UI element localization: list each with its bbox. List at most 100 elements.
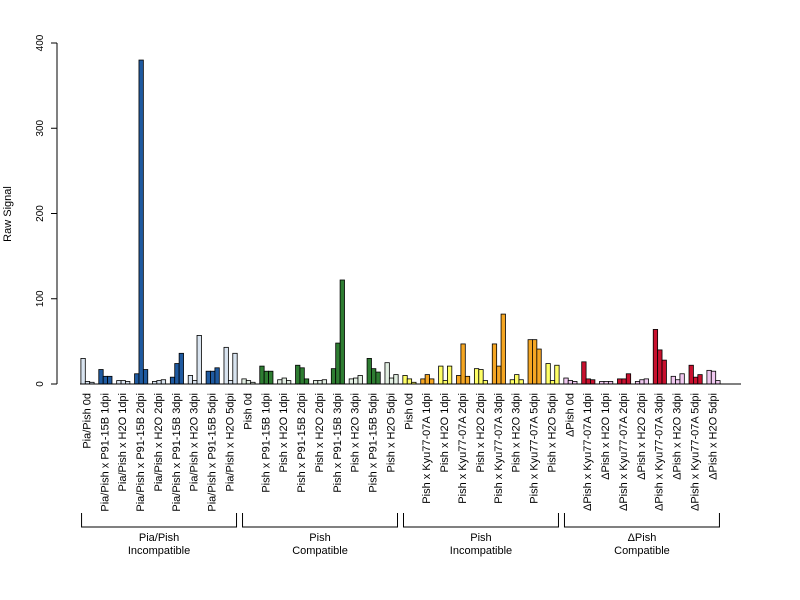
category-label: Pia/Pish x H2O 2dpi bbox=[153, 393, 165, 491]
bar bbox=[281, 377, 287, 385]
group-bracket bbox=[81, 513, 238, 528]
bar bbox=[438, 365, 444, 385]
y-tick-label: 400 bbox=[35, 34, 46, 51]
bar bbox=[384, 362, 390, 385]
category-labels: Pia/Pish 0d Pia/Pish x P91-15B 1dpi Pia/Pi… bbox=[81, 393, 719, 512]
bar bbox=[335, 342, 341, 385]
category-label: Pish x P91-15B 5dpi bbox=[368, 393, 380, 493]
bar bbox=[174, 363, 180, 385]
group-sublabel: Incompatible bbox=[128, 545, 190, 557]
group-label: ΔPish bbox=[628, 532, 657, 544]
bar bbox=[675, 379, 681, 385]
category-label: Pish x H2O 1dpi bbox=[278, 393, 290, 472]
bar bbox=[518, 379, 524, 385]
bar bbox=[214, 367, 220, 385]
category-label: Pish x Kyu77-07A 5dpi bbox=[529, 393, 541, 504]
bar bbox=[259, 365, 265, 385]
y-tick-label: 200 bbox=[35, 205, 46, 222]
bar bbox=[478, 369, 484, 385]
category-label: Pish x Kyu77-07A 2dpi bbox=[457, 393, 469, 504]
bar bbox=[299, 367, 305, 385]
bar bbox=[563, 377, 569, 385]
bar bbox=[210, 370, 216, 385]
bar bbox=[277, 379, 283, 385]
bar bbox=[393, 374, 399, 385]
category-label: Pish x Kyu77-07A 3dpi bbox=[493, 393, 505, 504]
category-label: Pish x H2O 5dpi bbox=[546, 393, 558, 472]
category-label: Pish x H2O 2dpi bbox=[475, 393, 487, 472]
bar bbox=[625, 373, 632, 385]
bar bbox=[223, 346, 229, 385]
bar bbox=[375, 371, 381, 385]
bar bbox=[657, 349, 663, 385]
category-label: Pish x H2O 3dpi bbox=[350, 393, 362, 472]
bar bbox=[406, 378, 413, 385]
bar bbox=[142, 369, 149, 385]
bar bbox=[402, 375, 408, 385]
bar bbox=[241, 378, 247, 385]
category-label: ΔPish x H2O 3dpi bbox=[672, 393, 684, 480]
bar bbox=[102, 375, 108, 385]
bar bbox=[549, 380, 556, 385]
bar bbox=[514, 374, 520, 385]
category-label: Pia/Pish x H2O 5dpi bbox=[224, 393, 236, 491]
bar bbox=[688, 364, 694, 385]
category-label: Pish x P91-15B 1dpi bbox=[260, 393, 272, 493]
bar bbox=[473, 368, 480, 385]
bar bbox=[585, 378, 591, 385]
bar bbox=[366, 358, 372, 385]
y-tick-label: 0 bbox=[35, 381, 46, 387]
category-label: ΔPish 0d bbox=[564, 393, 576, 437]
category-label: Pia/Pish x H2O 1dpi bbox=[117, 393, 129, 491]
group-label: Pish bbox=[470, 532, 491, 544]
category-label: Pish 0d bbox=[242, 393, 254, 430]
bar bbox=[581, 361, 587, 385]
group-bracket bbox=[563, 513, 720, 528]
category-label: Pish x Kyu77-07A 1dpi bbox=[421, 393, 433, 504]
y-axis-label: Raw Signal bbox=[2, 186, 14, 242]
bar bbox=[317, 380, 323, 385]
bar bbox=[388, 377, 395, 385]
bar bbox=[156, 380, 162, 385]
bar bbox=[429, 378, 435, 385]
bar bbox=[532, 339, 538, 385]
category-label: Pia/Pish x P91-15B 2dpi bbox=[135, 393, 147, 512]
category-label: Pia/Pish x P91-15B 3dpi bbox=[171, 393, 183, 512]
bar bbox=[536, 348, 542, 385]
bar bbox=[456, 375, 462, 385]
bar bbox=[330, 368, 337, 385]
bar bbox=[348, 378, 354, 385]
y-axis: 0 100 200 300 400 bbox=[35, 34, 58, 387]
category-label: ΔPish x H2O 1dpi bbox=[600, 393, 612, 480]
category-label: Pish x H2O 3dpi bbox=[511, 393, 523, 472]
category-label: Pish x H2O 1dpi bbox=[439, 393, 451, 472]
bar bbox=[697, 374, 703, 385]
y-tick-label: 100 bbox=[35, 290, 46, 307]
bar bbox=[160, 379, 167, 385]
bar bbox=[420, 378, 426, 385]
bar bbox=[491, 343, 498, 385]
bar bbox=[268, 370, 274, 385]
group-label: Pia/Pish bbox=[139, 532, 179, 544]
bar bbox=[321, 379, 328, 385]
group-sublabel: Compatible bbox=[292, 545, 348, 557]
bar bbox=[107, 375, 113, 385]
group-bracket bbox=[242, 513, 398, 528]
bar bbox=[509, 379, 515, 385]
category-label: Pish 0d bbox=[403, 393, 415, 430]
bar bbox=[286, 380, 292, 385]
bar bbox=[567, 380, 574, 385]
bar bbox=[169, 376, 176, 385]
category-label: ΔPish x H2O 2dpi bbox=[636, 393, 648, 480]
bar bbox=[545, 363, 551, 385]
bars bbox=[80, 59, 721, 385]
group-sublabel: Incompatible bbox=[450, 545, 512, 557]
bar bbox=[303, 378, 310, 385]
group-bracket bbox=[403, 513, 559, 528]
category-label: ΔPish x Kyu77-07A 1dpi bbox=[582, 393, 594, 511]
bar bbox=[138, 59, 144, 385]
category-label: Pish x P91-15B 2dpi bbox=[296, 393, 308, 493]
bar bbox=[670, 375, 676, 385]
bar bbox=[357, 375, 363, 385]
